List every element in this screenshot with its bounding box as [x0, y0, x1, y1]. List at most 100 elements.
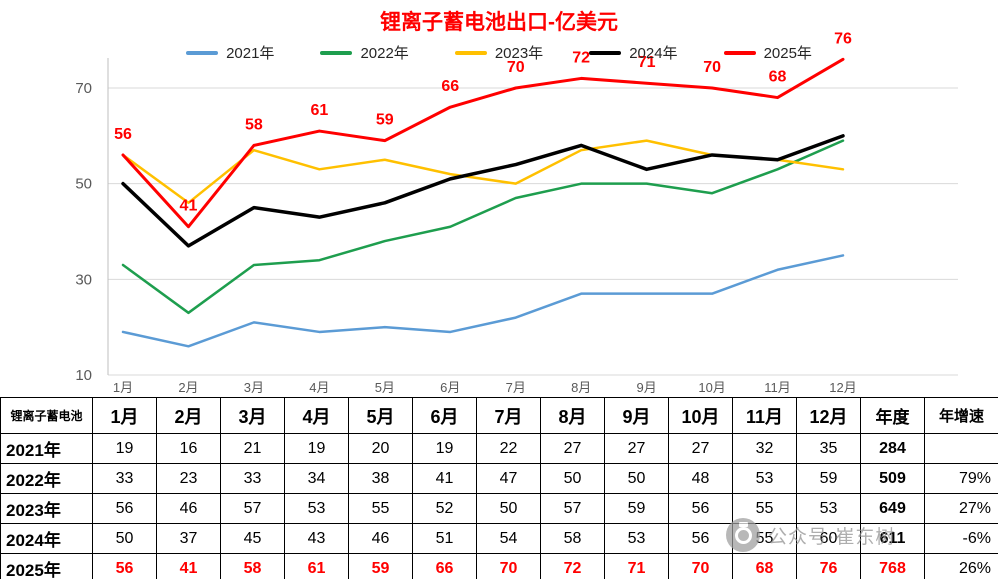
table-row-2021年: 2021年 19 16 21 19 20 19 22 27 27 27 32 35 284 — [0, 433, 998, 464]
table-cell: 59 — [348, 553, 413, 579]
table-cell: 48 — [668, 463, 733, 494]
column-header: 6月 — [412, 397, 477, 434]
legend-label: 2021年 — [226, 45, 275, 62]
table-cell: 59 — [604, 493, 669, 524]
table-cell: 58 — [540, 523, 605, 554]
data-label: 61 — [310, 102, 328, 119]
series-line-2022年 — [121, 139, 845, 315]
growth-rate-cell: 26% — [924, 553, 998, 579]
data-label: 56 — [114, 126, 132, 143]
watermark-text: 公众号·崔东树 — [768, 526, 896, 548]
table-cell: 53 — [604, 523, 669, 554]
x-tick-label: 4月 — [309, 380, 329, 395]
growth-rate-cell: -6% — [924, 523, 998, 554]
y-tick-label: 50 — [75, 176, 92, 193]
table-cell: 37 — [156, 523, 221, 554]
table-cell: 68 — [732, 553, 797, 579]
table-cell: 43 — [284, 523, 349, 554]
table-cell: 27 — [604, 433, 669, 464]
x-tick-label: 3月 — [244, 380, 264, 395]
table-cell: 66 — [412, 553, 477, 579]
data-label: 58 — [245, 116, 263, 133]
camera-icon — [726, 518, 760, 552]
series-line-2021年 — [121, 254, 845, 348]
legend-swatch — [723, 50, 756, 55]
column-header: 12月 — [796, 397, 861, 434]
column-header: 11月 — [732, 397, 797, 434]
table-cell: 27 — [668, 433, 733, 464]
legend-swatch — [589, 50, 622, 55]
table-cell: 57 — [540, 493, 605, 524]
table-cell: 20 — [348, 433, 413, 464]
x-tick-label: 8月 — [571, 380, 591, 395]
y-tick-label: 70 — [75, 80, 92, 97]
legend-item-2022年: 2022年 — [320, 42, 409, 63]
table-cell: 70 — [668, 553, 733, 579]
legend-label: 2022年 — [360, 45, 409, 62]
table-cell: 21 — [220, 433, 285, 464]
table-cell: 46 — [348, 523, 413, 554]
table-cell: 57 — [220, 493, 285, 524]
legend-label: 2023年 — [494, 45, 544, 62]
y-tick-label: 10 — [75, 367, 92, 384]
data-label: 66 — [441, 78, 459, 95]
table-cell: 41 — [412, 463, 477, 494]
row-label: 2023年 — [0, 493, 93, 524]
table-cell: 56 — [92, 493, 157, 524]
table-cell: 41 — [156, 553, 221, 579]
series-line-2025年 — [121, 57, 845, 229]
annual-total-cell: 284 — [860, 433, 925, 464]
table-row-2025年: 2025年 56 41 58 61 59 66 70 72 71 70 68 76 768 26% — [0, 553, 998, 579]
x-tick-label: 6月 — [440, 380, 460, 395]
y-tick-label: 30 — [75, 271, 92, 288]
table-cell: 55 — [348, 493, 413, 524]
legend-label: 2024年 — [629, 45, 678, 62]
series-line-2024年 — [121, 134, 845, 248]
data-label: 70 — [507, 59, 525, 76]
table-cell: 32 — [732, 433, 797, 464]
table-cell: 56 — [92, 553, 157, 579]
table-cell: 23 — [156, 463, 221, 494]
column-header: 年度 — [860, 397, 925, 434]
line-chart: 10 30 50 70 1月 2月 3月 4月 5月 6月 7月 8月 9月 10月 11月 12月 56 41 5… — [75, 30, 958, 395]
data-table: 锂离子蓄电池 1月 2月 3月 4月 5月 6月 7月 8月 9月 10月 11月 12月 年度 年增速 20… — [0, 397, 998, 579]
table-header-row: 锂离子蓄电池 1月 2月 3月 4月 5月 6月 7月 8月 9月 10月 11月 12月 年度 年增速 — [0, 397, 998, 434]
column-header: 1月 — [92, 397, 157, 434]
legend-swatch — [186, 50, 219, 55]
column-header: 9月 — [604, 397, 669, 434]
column-header: 锂离子蓄电池 — [0, 397, 93, 434]
table-cell: 33 — [92, 463, 157, 494]
chart-legend: 2021年 2022年 2023年 2024年 2025年 — [0, 42, 998, 63]
column-header: 7月 — [476, 397, 541, 434]
table-cell: 58 — [220, 553, 285, 579]
table-cell: 19 — [412, 433, 477, 464]
column-header: 10月 — [668, 397, 733, 434]
x-tick-label: 11月 — [764, 380, 791, 395]
x-tick-label: 9月 — [637, 380, 657, 395]
x-tick-label: 2月 — [178, 380, 198, 395]
table-cell: 54 — [476, 523, 541, 554]
annual-total-cell: 611 — [860, 523, 925, 554]
watermark: 公众号·崔东树 — [726, 518, 895, 552]
column-header: 3月 — [220, 397, 285, 434]
table-cell: 19 — [284, 433, 349, 464]
table-cell: 50 — [92, 523, 157, 554]
row-label: 2025年 — [0, 553, 93, 579]
table-cell: 59 — [796, 463, 861, 494]
chart-area: 10 30 50 70 1月 2月 3月 4月 5月 6月 7月 8月 9月 10月 11月 12月 56 41 5… — [0, 11, 998, 395]
table-cell: 53 — [284, 493, 349, 524]
table-cell: 56 — [668, 523, 733, 554]
legend-swatch — [320, 50, 353, 55]
table-cell: 47 — [476, 463, 541, 494]
table-cell: 76 — [796, 553, 861, 579]
legend-item-2023年: 2023年 — [454, 42, 544, 63]
legend-item-2021年: 2021年 — [186, 42, 274, 63]
row-label: 2021年 — [0, 433, 93, 464]
column-header: 年增速 — [924, 397, 998, 434]
growth-rate-cell: 27% — [924, 493, 998, 524]
table-cell: 50 — [540, 463, 605, 494]
x-tick-label: 1月 — [113, 380, 133, 395]
data-label: 72 — [572, 49, 590, 66]
table-cell: 50 — [604, 463, 669, 494]
